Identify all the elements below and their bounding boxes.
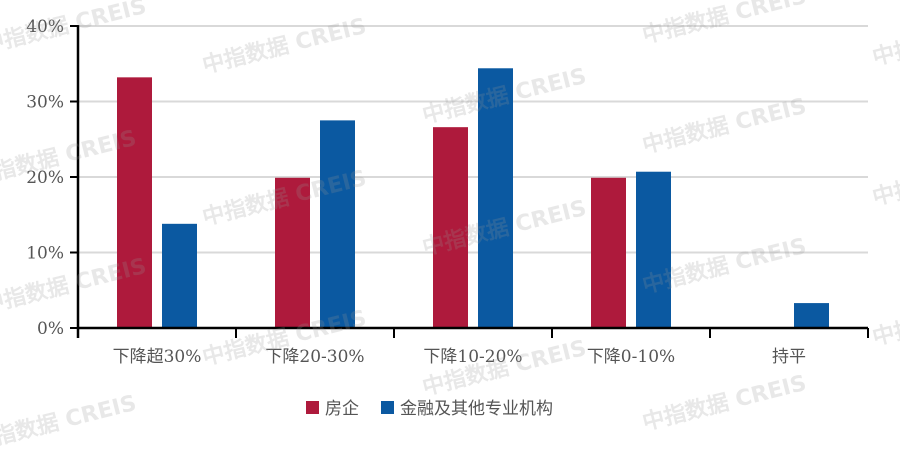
legend-swatch xyxy=(306,401,319,414)
legend: 房企 金融及其他专业机构 xyxy=(306,399,553,419)
y-tick-label: 30% xyxy=(26,93,64,113)
legend-label: 金融及其他专业机构 xyxy=(400,399,553,419)
bar-developer xyxy=(275,177,310,328)
x-axis-labels: 下降超30% 下降20-30% 下降10-20% 下降0-10% 持平 xyxy=(113,347,806,367)
x-tick-label: 下降超30% xyxy=(113,347,202,367)
bar-financial xyxy=(794,303,829,328)
y-tick-label: 40% xyxy=(26,17,64,37)
x-tick-label: 下降10-20% xyxy=(423,347,522,367)
axes xyxy=(70,25,869,338)
x-tick-label: 下降20-30% xyxy=(265,347,364,367)
bar-developer xyxy=(591,177,626,328)
y-tick-label: 10% xyxy=(26,244,64,264)
legend-swatch xyxy=(381,401,394,414)
bars xyxy=(117,68,829,328)
legend-label: 房企 xyxy=(325,399,359,419)
gridlines xyxy=(78,25,868,254)
bar-chart: 0% 10% 20% 30% 40% 下降超30% 下降20-30% 下降10-20% 下降0… xyxy=(26,17,869,419)
bar-financial xyxy=(636,171,671,328)
y-tick-label: 0% xyxy=(37,319,64,339)
x-tick-label: 下降0-10% xyxy=(587,347,675,367)
bar-financial xyxy=(162,223,197,328)
bar-developer xyxy=(433,127,468,328)
x-tick-label: 持平 xyxy=(772,347,806,367)
bar-financial xyxy=(478,68,513,328)
y-tick-label: 20% xyxy=(26,168,64,188)
bar-financial xyxy=(320,120,355,328)
bar-developer xyxy=(117,77,152,328)
y-axis-labels: 0% 10% 20% 30% 40% xyxy=(26,17,64,339)
